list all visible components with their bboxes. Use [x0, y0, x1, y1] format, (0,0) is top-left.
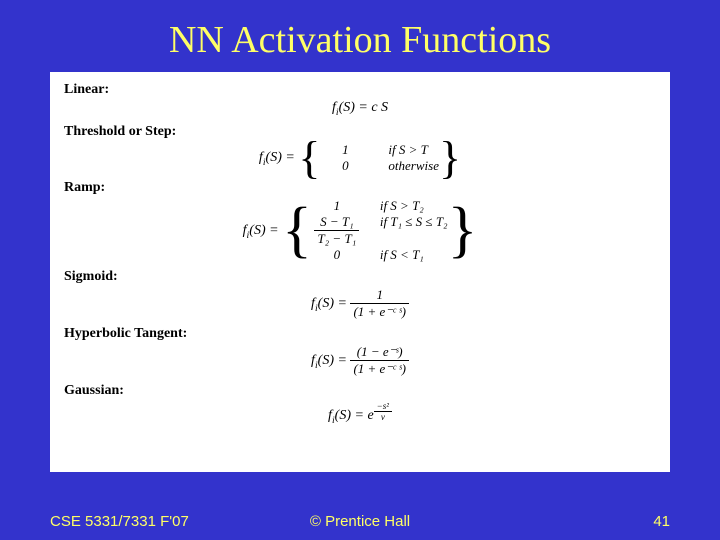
linear-label: Linear:	[64, 82, 656, 98]
eq-lhs: fi(S) =	[259, 150, 298, 165]
case-val: S − T₁T₂ − T₁	[312, 214, 362, 247]
brace-left-icon: {	[282, 212, 312, 249]
tanh-equation: fi(S) = (1 − e⁻ˢ)(1 + e⁻ᶜ ˢ)	[64, 344, 656, 377]
ramp-label: Ramp:	[64, 180, 656, 196]
case-cond: if S > T₂	[380, 198, 424, 214]
threshold-equation: fi(S) = { 1 if S > T 0 otherwise }	[64, 142, 656, 174]
eq-rhs: e−s²v	[367, 408, 392, 423]
footer-center: © Prentice Hall	[257, 513, 464, 530]
footer-left: CSE 5331/7331 F'07	[50, 513, 257, 530]
case-cond: if T₁ ≤ S ≤ T₂	[380, 214, 448, 247]
brace-right-icon: }	[439, 142, 461, 174]
linear-equation: fi(S) = c S	[64, 100, 656, 118]
piecewise: { 1 if S > T₂ S − T₁T₂ − T₁ if T₁ ≤ S ≤ T₂…	[282, 198, 477, 263]
sigmoid-equation: fi(S) = 1(1 + e⁻ᶜ ˢ)	[64, 287, 656, 320]
eq-lhs: fi(S) =	[328, 408, 367, 423]
case-val: 0	[312, 247, 362, 263]
piecewise: { 1 if S > T 0 otherwise }	[298, 142, 461, 174]
eq-lhs: fi(S) =	[243, 223, 282, 238]
case-val: 1	[320, 142, 370, 158]
cases: 1 if S > T₂ S − T₁T₂ − T₁ if T₁ ≤ S ≤ T₂ 0…	[312, 198, 448, 263]
ramp-equation: fi(S) = { 1 if S > T₂ S − T₁T₂ − T₁ if T₁ …	[64, 198, 656, 263]
footer: CSE 5331/7331 F'07 © Prentice Hall 41	[0, 513, 720, 530]
brace-right-icon: }	[448, 212, 478, 249]
footer-page-number: 41	[463, 513, 670, 530]
gaussian-equation: fi(S) = e−s²v	[64, 401, 656, 426]
eq-lhs: fi(S) =	[311, 353, 350, 368]
slide-title: NN Activation Functions	[0, 0, 720, 72]
threshold-label: Threshold or Step:	[64, 124, 656, 140]
brace-left-icon: {	[298, 142, 320, 174]
content-panel: Linear: fi(S) = c S Threshold or Step: f…	[50, 72, 670, 472]
gaussian-label: Gaussian:	[64, 383, 656, 399]
case-val: 0	[320, 158, 370, 174]
case-cond: otherwise	[388, 158, 439, 174]
sigmoid-label: Sigmoid:	[64, 269, 656, 285]
fraction: (1 − e⁻ˢ)(1 + e⁻ᶜ ˢ)	[350, 344, 408, 377]
case-val: 1	[312, 198, 362, 214]
eq-lhs: fi(S) =	[311, 296, 350, 311]
tanh-label: Hyperbolic Tangent:	[64, 326, 656, 342]
cases: 1 if S > T 0 otherwise	[320, 142, 439, 174]
eq-rhs: c S	[371, 100, 388, 115]
case-cond: if S > T	[388, 142, 427, 158]
case-cond: if S < T₁	[380, 247, 424, 263]
fraction: 1(1 + e⁻ᶜ ˢ)	[350, 287, 408, 320]
eq-lhs: fi(S) =	[332, 100, 371, 115]
